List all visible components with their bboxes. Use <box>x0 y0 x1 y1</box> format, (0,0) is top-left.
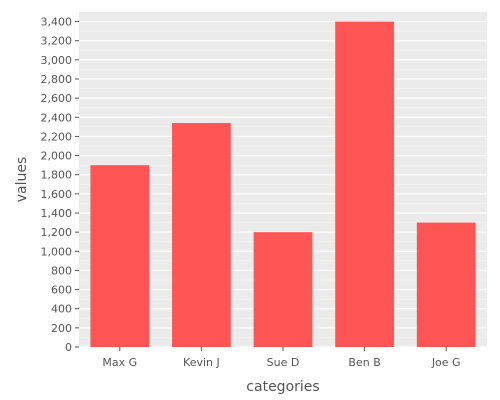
y-tick-label: 2,600 <box>41 92 73 105</box>
x-tick-label: Sue D <box>267 356 300 369</box>
y-tick-label: 3,200 <box>41 35 73 48</box>
bar-kevin-j <box>172 123 231 348</box>
x-tick-label: Ben B <box>348 356 380 369</box>
bar-ben-b <box>335 21 394 347</box>
y-tick-label: 3,400 <box>41 16 73 29</box>
y-tick-label: 600 <box>51 284 72 297</box>
x-axis-title: categories <box>246 379 319 395</box>
y-axis-ticks: 0 200 400 600 800 1,000 1,200 1,400 1,600 1,800 2,… <box>41 16 79 354</box>
y-tick-label: 3,000 <box>41 54 73 67</box>
x-tick-label: Kevin J <box>183 356 220 369</box>
y-tick-label: 1,400 <box>41 207 73 220</box>
x-axis-ticks: Max G Kevin J Sue D Ben B Joe G <box>102 347 461 369</box>
bar-sue-d <box>253 232 313 347</box>
y-axis-title: values <box>14 157 30 203</box>
x-tick-label: Joe G <box>431 356 461 369</box>
y-tick-label: 200 <box>51 322 72 335</box>
bars <box>90 21 476 348</box>
y-tick-label: 400 <box>51 303 72 316</box>
y-tick-label: 800 <box>51 264 72 277</box>
y-tick-label: 1,600 <box>41 188 73 201</box>
y-tick-label: 2,800 <box>41 73 73 86</box>
y-tick-label: 1,200 <box>41 226 73 239</box>
y-tick-label: 2,000 <box>41 150 73 163</box>
y-tick-label: 1,800 <box>41 169 73 182</box>
y-tick-label: 0 <box>65 341 72 354</box>
y-tick-label: 2,400 <box>41 111 73 124</box>
y-tick-label: 2,200 <box>41 130 73 143</box>
bar-max-g <box>90 165 150 347</box>
x-tick-label: Max G <box>102 356 137 369</box>
y-tick-label: 1,000 <box>41 245 73 258</box>
bar-joe-g <box>416 222 476 347</box>
